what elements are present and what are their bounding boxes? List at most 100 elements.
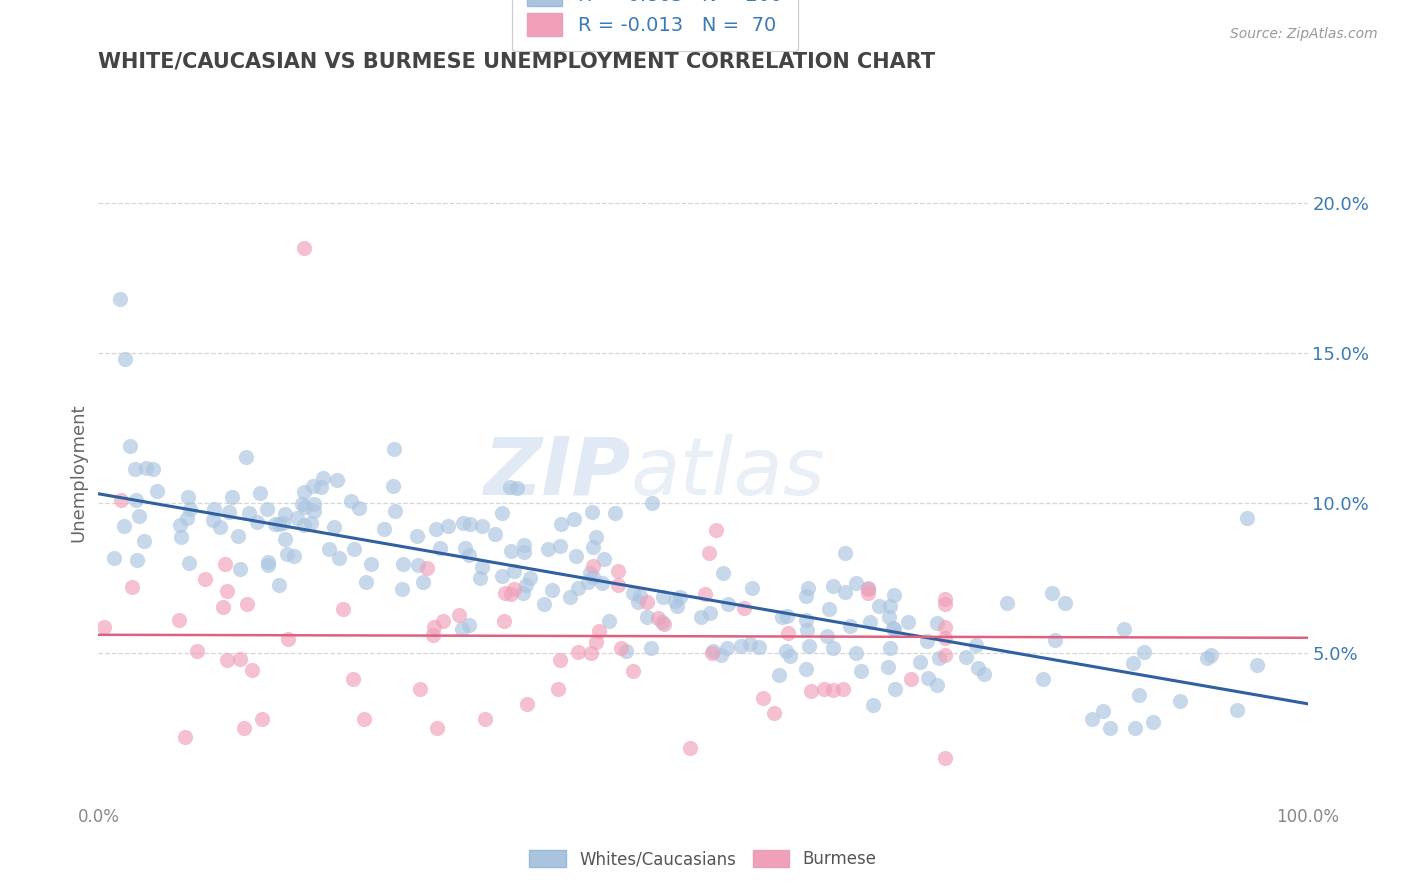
Point [797, 581, 820, 595]
Point [221, 490, 243, 504]
Point [471, 519, 494, 533]
Point [343, 541, 366, 556]
Point [382, 479, 405, 493]
Point [664, 594, 686, 608]
Point [702, 646, 724, 660]
Point [240, 663, 263, 677]
Point [821, 579, 844, 593]
Point [797, 639, 820, 653]
Point [339, 494, 361, 508]
Point [1195, 650, 1218, 665]
Point [405, 529, 427, 543]
Point [668, 591, 690, 605]
Point [794, 662, 817, 676]
Point [271, 516, 294, 530]
Point [752, 690, 775, 705]
Point [458, 548, 481, 562]
Point [917, 671, 939, 685]
Point [302, 497, 325, 511]
Point [302, 479, 325, 493]
Point [579, 646, 602, 660]
Point [690, 610, 713, 624]
Point [537, 541, 560, 556]
Point [114, 351, 136, 366]
Point [640, 640, 662, 655]
Point [384, 503, 406, 517]
Point [796, 623, 818, 637]
Point [697, 546, 720, 560]
Point [882, 621, 904, 635]
Point [302, 504, 325, 518]
Point [256, 502, 278, 516]
Point [763, 706, 786, 720]
Point [257, 556, 280, 570]
Point [927, 615, 949, 630]
Point [422, 628, 444, 642]
Point [290, 496, 312, 510]
Point [859, 615, 882, 629]
Point [491, 568, 513, 582]
Point [125, 492, 148, 507]
Point [235, 450, 257, 464]
Point [834, 585, 856, 599]
Point [768, 668, 790, 682]
Point [794, 613, 817, 627]
Point [502, 582, 524, 597]
Point [229, 562, 252, 576]
Point [550, 517, 572, 532]
Point [145, 483, 167, 498]
Point [564, 549, 586, 563]
Point [194, 572, 217, 586]
Point [423, 620, 446, 634]
Point [1226, 703, 1249, 717]
Point [326, 473, 349, 487]
Point [1043, 633, 1066, 648]
Point [666, 599, 689, 614]
Point [588, 624, 610, 639]
Point [567, 582, 589, 596]
Point [818, 601, 841, 615]
Point [585, 635, 607, 649]
Point [540, 582, 562, 597]
Point [548, 539, 571, 553]
Point [934, 632, 956, 646]
Point [471, 560, 494, 574]
Point [409, 681, 432, 696]
Point [169, 518, 191, 533]
Point [276, 547, 298, 561]
Point [966, 661, 988, 675]
Point [519, 571, 541, 585]
Point [879, 641, 901, 656]
Point [1081, 712, 1104, 726]
Point [636, 595, 658, 609]
Point [451, 516, 474, 530]
Point [908, 655, 931, 669]
Point [267, 578, 290, 592]
Point [652, 617, 675, 632]
Point [177, 490, 200, 504]
Point [516, 697, 538, 711]
Point [603, 506, 626, 520]
Point [246, 516, 269, 530]
Text: atlas: atlas [630, 434, 825, 512]
Point [132, 533, 155, 548]
Point [1040, 586, 1063, 600]
Point [328, 551, 350, 566]
Point [425, 522, 447, 536]
Point [868, 599, 890, 613]
Point [121, 580, 143, 594]
Point [179, 502, 201, 516]
Point [360, 558, 382, 572]
Point [292, 518, 315, 533]
Point [934, 620, 956, 634]
Point [515, 577, 537, 591]
Point [1246, 658, 1268, 673]
Point [391, 582, 413, 596]
Point [432, 614, 454, 628]
Point [770, 610, 793, 624]
Point [125, 553, 148, 567]
Point [748, 640, 770, 654]
Point [581, 505, 603, 519]
Text: Source: ZipAtlas.com: Source: ZipAtlas.com [1230, 27, 1378, 41]
Point [232, 721, 254, 735]
